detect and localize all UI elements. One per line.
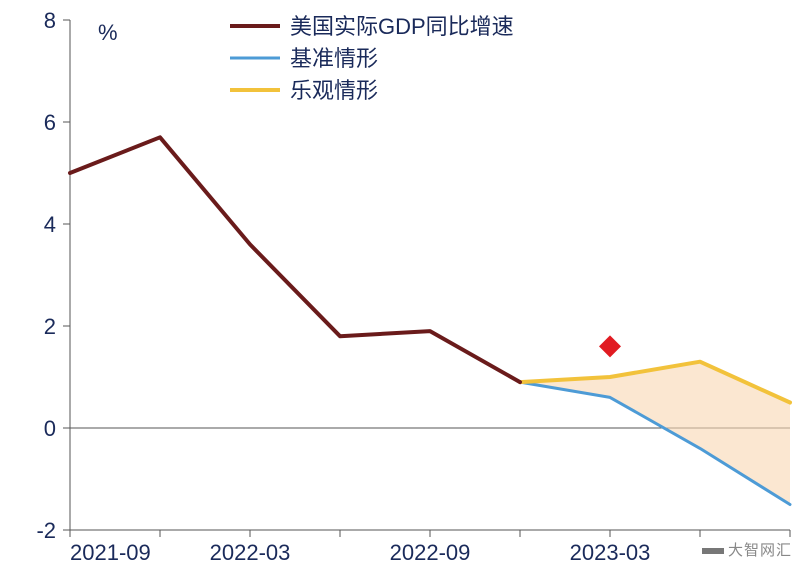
svg-text:8: 8 — [44, 8, 56, 33]
svg-text:0: 0 — [44, 416, 56, 441]
svg-text:2023-03: 2023-03 — [570, 540, 651, 565]
legend-label-base: 基准情形 — [290, 46, 378, 71]
svg-text:4: 4 — [44, 212, 56, 237]
gdp-forecast-chart: -2 0 2 4 6 8 2021-09 2022-03 2022-09 2023-03% 美国实际… — [0, 0, 800, 574]
svg-text:%: % — [98, 20, 118, 45]
svg-text:-2: -2 — [36, 518, 56, 543]
svg-text:2022-03: 2022-03 — [210, 540, 291, 565]
svg-text:6: 6 — [44, 110, 56, 135]
svg-text:2: 2 — [44, 314, 56, 339]
legend-label-gdp: 美国实际GDP同比增速 — [290, 14, 514, 39]
legend-label-opt: 乐观情形 — [290, 78, 378, 103]
svg-text:2022-09: 2022-09 — [390, 540, 471, 565]
svg-text:2021-09: 2021-09 — [70, 540, 151, 565]
